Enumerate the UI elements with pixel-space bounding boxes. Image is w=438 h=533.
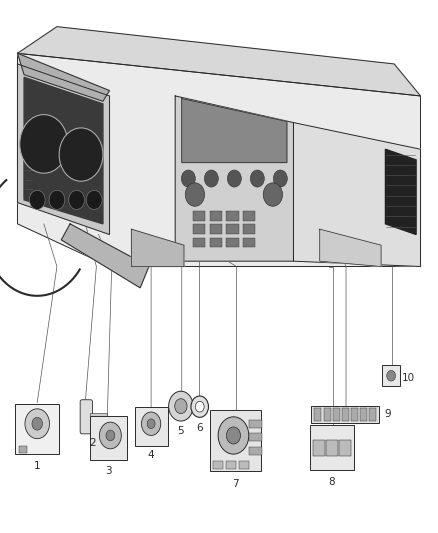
Bar — [239, 461, 249, 469]
Text: 3: 3 — [105, 466, 112, 476]
Circle shape — [204, 170, 218, 187]
Bar — [19, 446, 27, 453]
Text: 1: 1 — [34, 461, 41, 471]
Polygon shape — [182, 99, 287, 163]
Circle shape — [169, 391, 193, 421]
FancyBboxPatch shape — [15, 404, 59, 454]
Circle shape — [99, 422, 121, 449]
Circle shape — [59, 128, 103, 181]
Bar — [326, 440, 338, 456]
Bar — [226, 224, 239, 234]
Circle shape — [263, 183, 283, 206]
Circle shape — [32, 417, 42, 430]
Bar — [249, 433, 262, 441]
Circle shape — [191, 396, 208, 417]
Polygon shape — [320, 229, 381, 266]
Bar — [342, 408, 349, 421]
Bar — [313, 440, 325, 456]
Text: 5: 5 — [177, 426, 184, 437]
Circle shape — [147, 419, 155, 429]
FancyBboxPatch shape — [311, 406, 379, 423]
Circle shape — [29, 190, 45, 209]
Polygon shape — [18, 27, 420, 96]
Polygon shape — [18, 64, 109, 235]
Bar — [226, 238, 239, 247]
Polygon shape — [18, 53, 420, 266]
FancyBboxPatch shape — [382, 365, 400, 386]
Polygon shape — [18, 53, 109, 101]
Bar — [213, 461, 223, 469]
Circle shape — [250, 170, 264, 187]
Bar — [210, 238, 222, 247]
Bar — [249, 420, 262, 428]
Text: 4: 4 — [148, 450, 155, 461]
Text: 6: 6 — [196, 423, 203, 433]
Bar — [210, 211, 222, 221]
Text: 9: 9 — [385, 409, 391, 418]
FancyBboxPatch shape — [135, 407, 167, 446]
Polygon shape — [24, 133, 33, 197]
Circle shape — [106, 430, 115, 441]
Text: 2: 2 — [89, 438, 96, 448]
Circle shape — [387, 370, 396, 381]
Circle shape — [175, 399, 187, 414]
Bar — [249, 447, 262, 455]
FancyBboxPatch shape — [80, 400, 92, 434]
Text: 8: 8 — [328, 477, 336, 487]
Polygon shape — [61, 224, 149, 288]
Circle shape — [141, 412, 161, 435]
Bar — [314, 408, 321, 421]
FancyBboxPatch shape — [310, 425, 354, 471]
Circle shape — [25, 409, 49, 439]
Polygon shape — [24, 77, 103, 224]
Circle shape — [218, 417, 249, 454]
Circle shape — [226, 427, 240, 444]
FancyBboxPatch shape — [89, 416, 127, 460]
Bar — [243, 211, 255, 221]
Bar — [193, 211, 205, 221]
Bar — [226, 461, 236, 469]
Bar — [193, 224, 205, 234]
Circle shape — [49, 190, 65, 209]
Bar — [243, 224, 255, 234]
Bar — [226, 211, 239, 221]
Text: 7: 7 — [232, 479, 239, 489]
Bar — [210, 224, 222, 234]
Bar — [360, 408, 367, 421]
Bar — [332, 408, 339, 421]
Text: 10: 10 — [402, 374, 415, 383]
Circle shape — [195, 401, 204, 412]
Bar — [339, 440, 351, 456]
Polygon shape — [131, 229, 184, 266]
Circle shape — [227, 170, 241, 187]
Bar — [193, 238, 205, 247]
Circle shape — [86, 190, 102, 209]
Bar — [324, 408, 331, 421]
Bar — [243, 238, 255, 247]
Polygon shape — [175, 96, 293, 261]
Bar — [369, 408, 376, 421]
Circle shape — [181, 170, 195, 187]
Circle shape — [185, 183, 205, 206]
Circle shape — [69, 190, 85, 209]
Polygon shape — [385, 149, 416, 235]
FancyBboxPatch shape — [210, 410, 261, 472]
Circle shape — [20, 115, 68, 173]
Bar — [351, 408, 358, 421]
Bar — [90, 413, 107, 419]
Circle shape — [273, 170, 287, 187]
Polygon shape — [293, 123, 420, 266]
